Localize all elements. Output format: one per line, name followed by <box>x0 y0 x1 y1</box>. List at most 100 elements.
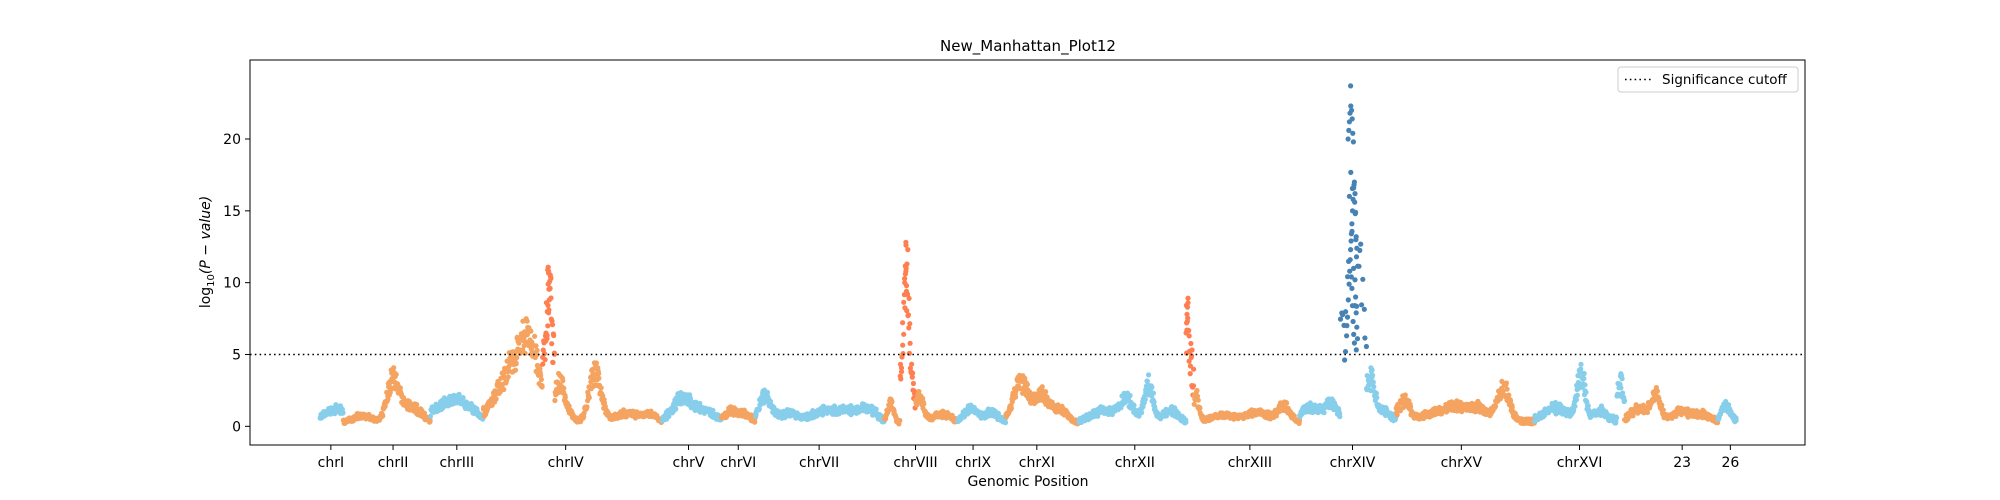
data-point <box>1342 349 1349 355</box>
data-point <box>1346 281 1352 287</box>
data-point <box>1362 335 1368 341</box>
data-point <box>549 341 555 347</box>
data-point <box>1024 381 1030 388</box>
data-points <box>317 83 1739 427</box>
x-tick-label: chrIII <box>439 455 474 471</box>
data-point <box>1142 396 1148 403</box>
data-point <box>1578 361 1584 367</box>
data-point <box>903 288 910 294</box>
data-point <box>1191 401 1197 407</box>
data-point <box>596 371 602 377</box>
data-point <box>1351 331 1357 337</box>
data-point <box>1402 392 1408 398</box>
data-point <box>1552 399 1559 406</box>
data-point <box>1337 414 1343 420</box>
data-point <box>539 384 545 390</box>
y-axis: 0 5 10 15 20 <box>223 132 250 435</box>
chart-title: New_Manhattan_Plot12 <box>940 37 1116 56</box>
data-point <box>897 417 903 424</box>
data-point <box>898 376 904 382</box>
data-point <box>502 365 508 371</box>
data-point <box>548 275 554 281</box>
data-point <box>584 404 590 410</box>
data-point <box>1345 136 1351 142</box>
data-point <box>1581 375 1587 382</box>
data-point <box>1013 394 1019 400</box>
data-point <box>904 308 910 314</box>
data-point <box>1351 265 1357 271</box>
data-point <box>542 357 548 363</box>
x-tick-label: chrVI <box>720 455 756 471</box>
data-point <box>1371 384 1377 390</box>
data-point <box>905 312 912 318</box>
data-point <box>393 371 399 378</box>
data-point <box>534 347 540 353</box>
data-point <box>1585 403 1591 409</box>
data-point <box>903 268 909 274</box>
y-axis-label-log: log <box>198 287 214 308</box>
data-point <box>889 399 895 405</box>
data-point <box>1194 393 1201 399</box>
data-point <box>549 322 556 328</box>
data-point <box>484 406 490 412</box>
data-point <box>1186 358 1192 364</box>
data-point <box>1352 191 1358 197</box>
data-point <box>1337 316 1344 322</box>
data-point <box>1190 383 1197 389</box>
data-point <box>1614 415 1620 421</box>
data-point <box>1189 347 1195 353</box>
data-point <box>1506 392 1512 398</box>
data-point <box>900 342 906 348</box>
data-point <box>1188 340 1194 347</box>
data-point <box>764 389 771 395</box>
data-point <box>905 247 911 253</box>
data-point <box>1343 309 1349 315</box>
data-point <box>1351 182 1357 188</box>
data-point <box>1150 390 1156 396</box>
data-point <box>1348 103 1354 109</box>
data-point <box>545 264 551 270</box>
data-point <box>1149 384 1155 390</box>
data-point <box>550 359 556 366</box>
data-point <box>528 328 534 334</box>
data-point <box>1582 382 1588 388</box>
data-point <box>1346 193 1352 199</box>
data-point <box>906 295 912 301</box>
data-point <box>460 395 466 401</box>
data-point <box>1583 389 1589 395</box>
data-point <box>1183 419 1189 425</box>
data-point <box>902 280 908 286</box>
data-point <box>545 302 551 308</box>
data-point <box>1184 311 1190 317</box>
data-point <box>901 331 907 337</box>
data-point <box>1350 318 1356 325</box>
data-point <box>903 242 909 248</box>
x-tick-label: chrIX <box>955 455 991 471</box>
data-point <box>538 376 545 383</box>
data-point <box>906 325 912 331</box>
data-point <box>995 410 1002 416</box>
data-point <box>546 268 552 274</box>
data-point <box>1185 300 1191 306</box>
data-point <box>1620 390 1626 396</box>
data-point <box>1348 274 1354 280</box>
data-point <box>1408 404 1414 410</box>
data-point <box>551 351 558 357</box>
data-point <box>538 372 544 379</box>
plot-frame <box>249 59 1806 446</box>
data-point <box>340 410 346 416</box>
data-point <box>902 276 908 282</box>
data-point <box>1354 324 1360 330</box>
data-point <box>1618 385 1624 391</box>
data-point <box>1348 83 1354 89</box>
data-point <box>534 352 540 358</box>
data-point <box>1348 247 1354 253</box>
data-point <box>1364 373 1370 379</box>
data-point <box>1344 314 1351 320</box>
data-point <box>1369 367 1375 373</box>
data-point <box>873 406 879 412</box>
data-point <box>1348 169 1354 175</box>
data-point <box>1346 127 1352 133</box>
data-point <box>1348 238 1354 244</box>
data-point <box>1394 412 1400 418</box>
